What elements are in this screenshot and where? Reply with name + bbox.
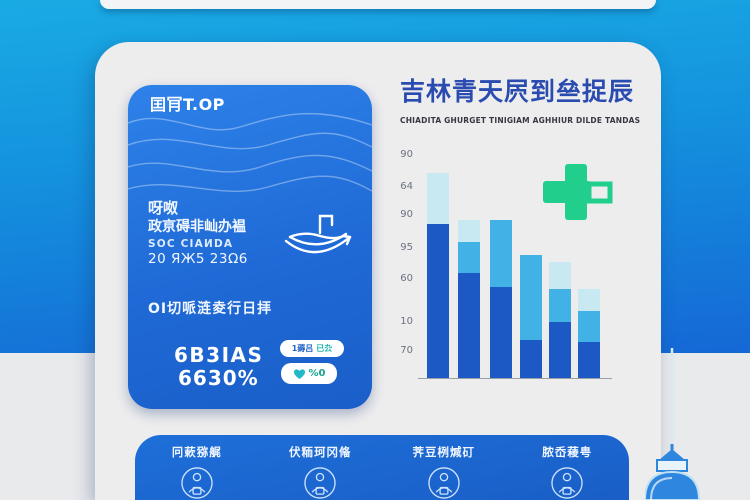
bar-segment-sky-blue [490, 220, 512, 287]
chart-title: 吉林青天屄到亝捉辰 [400, 77, 635, 106]
pill2-percent-text: %0 [308, 368, 326, 379]
pill1-blue-text: 1薅吕 [291, 344, 314, 353]
medical-plus-icon [543, 164, 613, 220]
footer-label: 伏粫珂冈偹 [289, 445, 352, 459]
person-badge-icon [304, 467, 336, 499]
boat-icon [284, 214, 352, 254]
footer-item: 伏粫珂冈偹 [259, 444, 383, 500]
panel-line-3: SOC CIАИDA [148, 238, 234, 250]
lighthouse-icon [645, 348, 701, 500]
chart-subtitle: CHIADITA GHURGET TINIGIAM AGHHIUR DILDE … [400, 116, 641, 125]
pill1-teal-text: 已厹 [316, 344, 333, 353]
wave-lines-decoration [128, 112, 372, 192]
person-badge-icon [551, 467, 583, 499]
bar-segment-sky-blue [520, 255, 542, 340]
footer-item: 冋蔌猕艉 [135, 444, 259, 500]
bar-chart: 90 64 90 95 60 10 70 [95, 42, 661, 378]
bar-segment-dark-blue [458, 273, 480, 378]
panel-logo: 囯肎T.OP [150, 95, 225, 114]
footer-bar: 冋蔌猕艉 伏粫珂冈偹 荠豆栵煘矴 [135, 435, 629, 500]
top-card-edge [100, 0, 656, 9]
bar-segment-sky-blue [578, 311, 600, 342]
panel-line-4: 20 ЯЖ5 23Ω6 [148, 251, 248, 267]
badge-pill-text: 1薅吕 已厹 [280, 340, 344, 357]
badge-pill-heart: %0 [281, 363, 337, 384]
footer-item: 脓岙薐甹 [506, 444, 630, 500]
footer-item: 荠豆栵煘矴 [382, 444, 506, 500]
bar-segment-pale-cyan [578, 289, 600, 311]
x-axis-line [418, 378, 612, 379]
y-axis-tick-label: 10 [400, 316, 413, 327]
y-axis-tick-label: 95 [400, 242, 413, 253]
bar-segment-pale-cyan [427, 173, 449, 224]
bar-segment-sky-blue [549, 289, 571, 322]
heart-icon [293, 368, 305, 379]
bar-segment-dark-blue [427, 224, 449, 378]
panel-line-2: 政亰碍非屾办褞 [148, 219, 246, 235]
person-badge-icon [428, 467, 460, 499]
bar-segment-pale-cyan [458, 220, 480, 242]
bar-segment-pale-cyan [549, 262, 571, 289]
bar-segment-dark-blue [578, 342, 600, 378]
footer-label: 脓岙薐甹 [542, 445, 593, 459]
panel-big-value: 6B3IAS [174, 343, 264, 367]
bar-segment-dark-blue [520, 340, 542, 378]
person-badge-icon [181, 467, 213, 499]
panel-big-percent: 6630% [178, 366, 259, 390]
bar-segment-sky-blue [458, 242, 480, 273]
y-axis-tick-label: 70 [400, 345, 413, 356]
panel-line-1: 呀呶 [148, 199, 179, 217]
y-axis-tick-label: 60 [400, 273, 413, 284]
y-axis-tick-label: 90 [400, 149, 413, 160]
panel-mid-line: OI切哌涟夌行日拝 [148, 301, 273, 317]
bar-segment-dark-blue [549, 322, 571, 378]
main-card: 囯肎T.OP 呀呶 政亰碍非屾办褞 SOC CIАИDA 20 ЯЖ5 23Ω6… [95, 42, 661, 500]
footer-label: 冋蔌猕艉 [171, 445, 222, 459]
y-axis-tick-label: 64 [400, 181, 413, 192]
footer-label: 荠豆栵煘矴 [412, 445, 475, 459]
info-panel: 囯肎T.OP 呀呶 政亰碍非屾办褞 SOC CIАИDA 20 ЯЖ5 23Ω6… [128, 85, 372, 409]
bar-segment-dark-blue [490, 287, 512, 378]
y-axis-tick-label: 90 [400, 209, 413, 220]
